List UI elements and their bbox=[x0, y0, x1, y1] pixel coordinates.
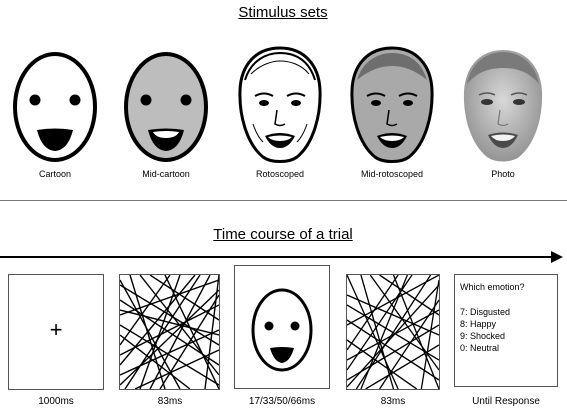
cartoon-face bbox=[13, 52, 97, 162]
cartoon-face-target bbox=[251, 288, 313, 372]
mask-frame-2 bbox=[346, 274, 440, 390]
response-option-neutral[interactable]: 0: Neutral bbox=[460, 343, 500, 353]
duration-label-fixation: 1000ms bbox=[38, 396, 74, 407]
face-frame bbox=[234, 265, 330, 389]
response-frame: Which emotion? 7: Disgusted 8: Happy 9: … bbox=[454, 274, 558, 387]
stimulus-sets-title: Stimulus sets bbox=[238, 4, 328, 21]
fixation-frame: + bbox=[8, 274, 104, 390]
response-option-disgusted[interactable]: 7: Disgusted bbox=[460, 307, 511, 317]
duration-label-face: 17/33/50/66ms bbox=[248, 396, 316, 407]
mask-lines bbox=[120, 275, 219, 389]
face-label-mid-rotoscoped: Mid-rotoscoped bbox=[360, 169, 424, 179]
duration-label-response: Until Response bbox=[472, 396, 540, 407]
photo-face bbox=[463, 50, 543, 162]
face-label-rotoscoped: Rotoscoped bbox=[255, 169, 305, 179]
mid-cartoon-face bbox=[124, 52, 208, 162]
mid-rotoscoped-face bbox=[350, 46, 434, 163]
duration-label-mask-1: 83ms bbox=[157, 396, 183, 407]
mask-lines bbox=[347, 275, 439, 389]
timeline-arrow bbox=[0, 251, 563, 263]
face-label-photo: Photo bbox=[491, 169, 515, 179]
rotoscoped-face bbox=[238, 46, 322, 163]
response-question: Which emotion? bbox=[460, 282, 525, 292]
mask-frame-1 bbox=[119, 274, 220, 390]
section-divider bbox=[0, 200, 567, 201]
time-course-title: Time course of a trial bbox=[213, 226, 353, 243]
duration-label-mask-2: 83ms bbox=[380, 396, 406, 407]
response-option-happy[interactable]: 8: Happy bbox=[460, 319, 497, 329]
response-option-shocked[interactable]: 9: Shocked bbox=[460, 331, 506, 341]
face-label-cartoon: Cartoon bbox=[38, 169, 72, 179]
fixation-cross: + bbox=[49, 317, 63, 342]
face-label-mid-cartoon: Mid-cartoon bbox=[142, 169, 190, 179]
